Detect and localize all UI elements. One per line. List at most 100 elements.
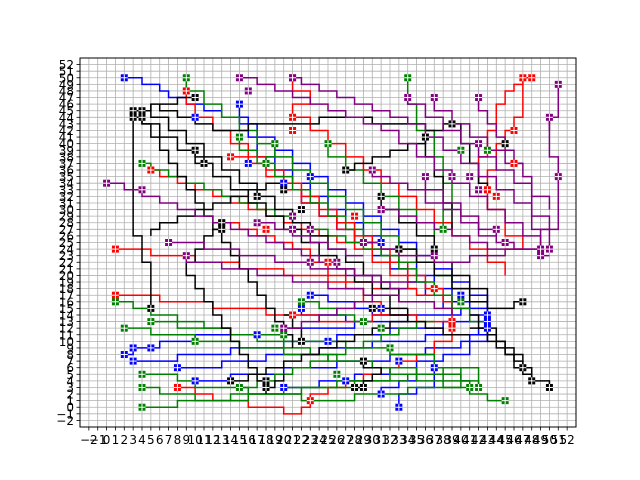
x-tick-label: 14 (223, 433, 238, 447)
x-tick-label: 35 (409, 433, 424, 447)
black-terminal-marker (359, 357, 367, 365)
purple-terminal-marker (554, 173, 562, 181)
black-route-line (398, 248, 523, 310)
red-terminal-marker (448, 324, 456, 332)
red-terminal-marker (306, 397, 314, 405)
black-terminal-marker (191, 94, 199, 102)
x-tick-label: 23 (303, 433, 318, 447)
x-tick-label: 42 (471, 433, 486, 447)
black-route-line (266, 374, 285, 389)
green-terminal-marker (475, 383, 483, 391)
black-route-line (150, 182, 284, 236)
x-tick-label: 11 (196, 433, 211, 447)
blue-terminal-marker (483, 318, 491, 326)
x-tick-label: 48 (524, 433, 539, 447)
black-terminal-marker (280, 186, 288, 194)
green-route-line (124, 327, 471, 388)
x-tick-label: 4 (138, 433, 146, 447)
x-tick-label: 17 (250, 433, 265, 447)
black-terminal-marker (147, 304, 155, 312)
x-tick-label: 51 (551, 433, 566, 447)
green-terminal-marker (271, 324, 279, 332)
green-terminal-marker (138, 370, 146, 378)
y-tick-label: 4 (66, 374, 74, 388)
black-terminal-marker (421, 133, 429, 141)
x-tick-label: 20 (276, 433, 291, 447)
black-terminal-marker (359, 383, 367, 391)
red-terminal-marker (510, 126, 518, 134)
blue-terminal-marker (253, 331, 261, 339)
red-terminal-marker (111, 245, 119, 253)
green-terminal-marker (333, 370, 341, 378)
x-tick-label: 10 (188, 433, 203, 447)
black-terminal-marker (129, 113, 137, 121)
purple-terminal-marker (421, 173, 429, 181)
black-route-line (469, 314, 523, 369)
x-tick-label: 18 (258, 433, 273, 447)
green-terminal-marker (262, 159, 270, 167)
purple-terminal-marker (103, 179, 111, 187)
y-tick-label: 9 (66, 341, 74, 355)
purple-route-line (106, 182, 408, 290)
black-route-line (469, 327, 551, 388)
purple-route-line (363, 241, 550, 264)
x-tick-label: 39 (444, 433, 459, 447)
red-terminal-marker (227, 153, 235, 161)
y-tick-label: 15 (59, 302, 74, 316)
y-tick-label: 0 (66, 401, 74, 415)
purple-terminal-marker (492, 225, 500, 233)
y-tick-label: 30 (59, 203, 74, 217)
purple-terminal-marker (501, 239, 509, 246)
y-tick-label: 39 (59, 144, 74, 158)
green-route-line (142, 162, 417, 264)
y-tick-label: 43 (59, 117, 74, 131)
y-tick-label: 17 (59, 289, 74, 303)
red-terminal-marker (324, 258, 332, 266)
black-terminal-marker (528, 377, 536, 385)
x-tick-label: 25 (320, 433, 335, 447)
x-tick-label: 41 (462, 433, 477, 447)
red-terminal-marker (173, 383, 181, 391)
y-tick-label: 52 (59, 58, 74, 72)
purple-terminal-marker (244, 87, 252, 95)
x-tick-label: 6 (156, 433, 164, 447)
purple-terminal-marker (475, 94, 483, 102)
black-terminal-marker (297, 206, 305, 214)
x-tick-label: 29 (356, 433, 371, 447)
green-terminal-marker (457, 298, 465, 306)
x-tick-label: 50 (542, 433, 557, 447)
y-tick-label: 11 (59, 328, 74, 342)
x-tick-label: 45 (498, 433, 513, 447)
purple-terminal-marker (377, 206, 385, 214)
marker-layer (103, 74, 562, 411)
red-terminal-marker (528, 74, 536, 82)
blue-terminal-marker (129, 357, 137, 365)
x-tick-label: 16 (241, 433, 256, 447)
purple-route-line (185, 255, 453, 315)
green-terminal-marker (182, 74, 190, 82)
x-tick-label: 15 (232, 433, 247, 447)
y-tick-label: 18 (59, 282, 74, 296)
black-terminal-marker (377, 192, 385, 200)
black-route-line (486, 321, 533, 381)
black-route-line (150, 104, 400, 302)
red-terminal-marker (510, 159, 518, 167)
blue-terminal-marker (342, 377, 350, 385)
blue-terminal-marker (306, 173, 314, 181)
x-tick-label: 19 (267, 433, 282, 447)
purple-terminal-marker (182, 252, 190, 260)
x-tick-label: 44 (489, 433, 504, 447)
y-tick-label: 49 (59, 78, 74, 92)
x-tick-label: 24 (312, 433, 327, 447)
green-route-line (115, 301, 506, 402)
x-tick-label: 13 (214, 433, 229, 447)
blue-terminal-marker (377, 304, 385, 312)
x-tick-label: 38 (436, 433, 451, 447)
y-tick-label: 27 (59, 223, 74, 237)
y-tick-label: 21 (59, 262, 74, 276)
blue-terminal-marker (120, 351, 128, 359)
y-tick-label: −1 (56, 407, 74, 421)
y-tick-label: 37 (59, 157, 74, 171)
y-tick-label: 12 (59, 322, 74, 336)
blue-terminal-marker (191, 377, 199, 385)
